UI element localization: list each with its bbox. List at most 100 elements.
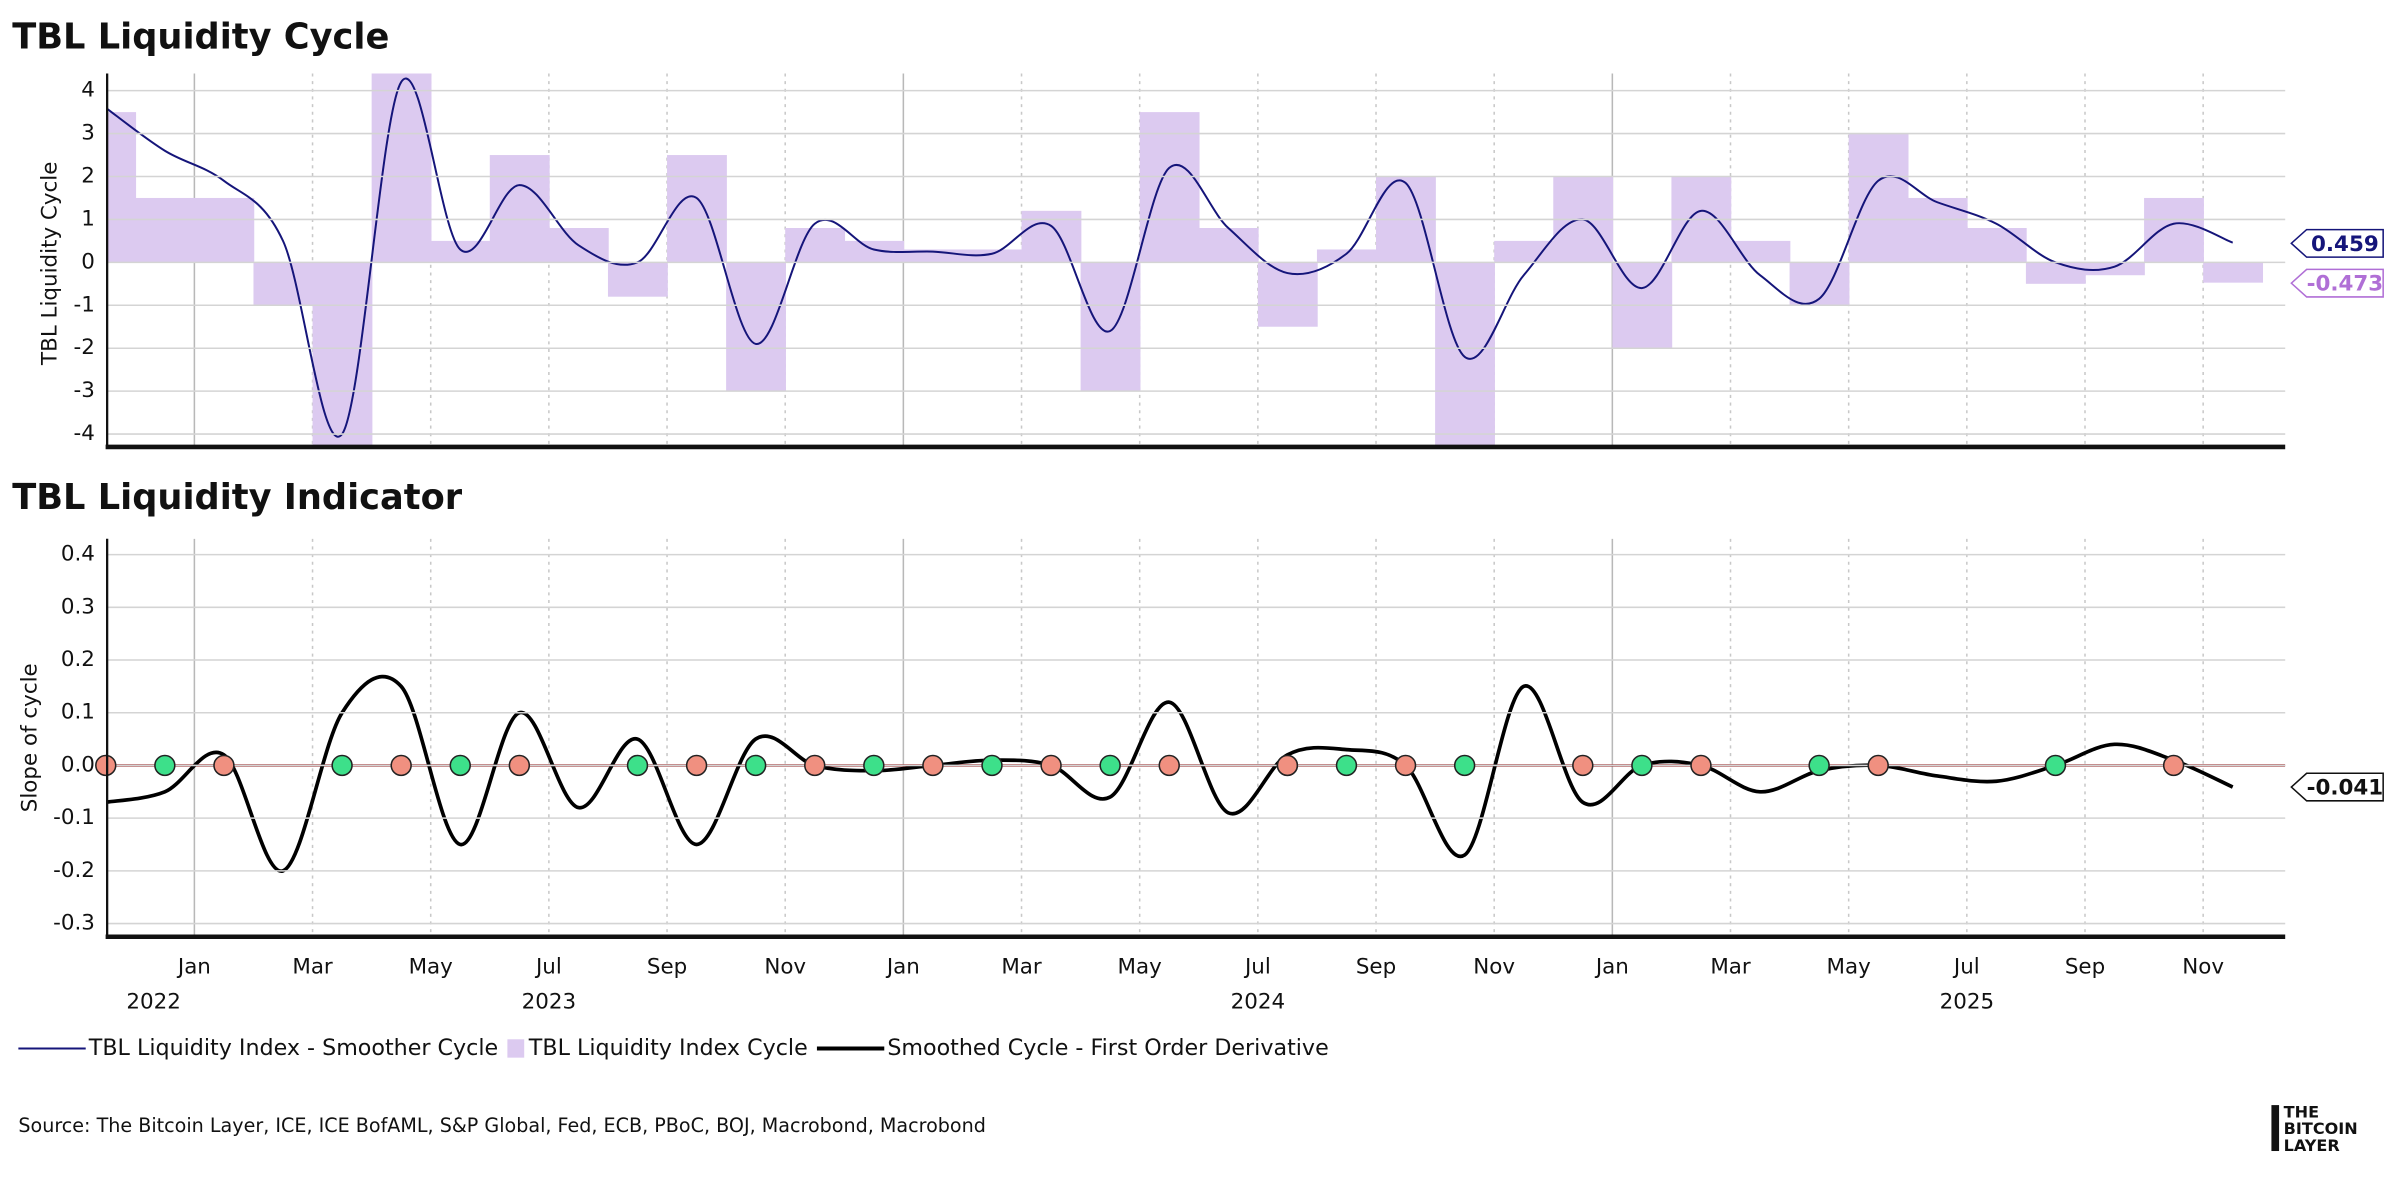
y-tick-label: -4	[74, 421, 95, 446]
chart-title: TBL Liquidity Cycle	[12, 16, 389, 57]
y-tick-label: -0.3	[53, 911, 95, 936]
y-tick-label: 0.4	[61, 542, 95, 567]
crossing-marker	[213, 754, 235, 777]
y-tick-label: 0.3	[61, 594, 95, 619]
x-tick-label: May	[1827, 954, 1872, 979]
crossing-marker	[1690, 754, 1712, 777]
area-bar	[1139, 112, 1200, 263]
crossing-marker	[95, 754, 117, 777]
area-bar	[135, 197, 196, 263]
area-bar	[1494, 240, 1555, 263]
area-bar	[312, 262, 373, 447]
crossing-marker	[2044, 754, 2067, 777]
crossing-marker	[508, 754, 531, 777]
crossing-marker	[1335, 754, 1358, 777]
area-bar	[1198, 228, 1259, 263]
last-value-label: 0.459	[2311, 232, 2379, 257]
x-tick-label: Jul	[1952, 954, 1980, 979]
area-bar	[371, 73, 432, 263]
x-tick-label: Mar	[1710, 954, 1751, 979]
y-axis-label: TBL Liquidity Cycle	[38, 162, 63, 366]
crossing-marker	[1394, 754, 1417, 777]
area-bar	[2085, 262, 2145, 276]
crossing-marker	[1453, 754, 1476, 777]
logo-text: BITCOIN	[2284, 1119, 2358, 1138]
crossing-marker	[1572, 754, 1594, 777]
y-tick-label: -2	[74, 335, 95, 360]
logo-text: THE	[2284, 1102, 2319, 1121]
x-tick-label: May	[1118, 954, 1163, 979]
source-note: Source: The Bitcoin Layer, ICE, ICE BofA…	[18, 1114, 986, 1137]
logo-text: LAYER	[2284, 1136, 2341, 1155]
crossing-marker	[154, 754, 176, 777]
area-bar	[844, 240, 905, 263]
last-value-tag	[2290, 268, 2384, 298]
y-axis-label: Slope of cycle	[18, 663, 43, 812]
x-tick-label: May	[409, 954, 454, 979]
area-bar	[253, 262, 314, 306]
crossing-marker	[2162, 754, 2185, 777]
area-bar	[1435, 262, 1495, 447]
x-tick-label: Sep	[647, 954, 687, 979]
x-year-label: 2023	[522, 990, 576, 1015]
area-bar	[607, 262, 668, 297]
area-bar	[1021, 210, 1082, 263]
crossing-marker	[390, 754, 412, 777]
x-tick-label: Jul	[534, 954, 562, 979]
y-tick-label: 4	[81, 78, 95, 103]
x-tick-label: Jan	[176, 954, 211, 979]
last-value-tag	[2290, 228, 2384, 258]
crossing-marker	[863, 754, 885, 777]
area-bar	[1848, 133, 1909, 263]
area-bar	[2025, 262, 2086, 284]
crossing-marker	[449, 754, 471, 777]
x-tick-label: Nov	[2182, 954, 2224, 979]
crossing-marker	[744, 754, 767, 777]
y-tick-label: 0	[81, 249, 95, 274]
y-tick-label: 0.1	[61, 700, 95, 725]
x-tick-label: Nov	[764, 954, 806, 979]
area-bar	[726, 262, 786, 392]
crossing-marker	[1040, 754, 1062, 777]
x-tick-label: Jul	[1243, 954, 1271, 979]
area-bar	[1966, 228, 2027, 263]
chart-title: TBL Liquidity Indicator	[12, 477, 463, 518]
crossing-marker	[685, 754, 708, 777]
crossing-marker	[1867, 754, 1889, 777]
legend-label: Smoothed Cycle - First Order Derivative	[887, 1035, 1328, 1061]
last-value-label: -0.473	[2307, 272, 2384, 297]
crossing-marker	[1631, 754, 1653, 777]
x-tick-label: Sep	[1356, 954, 1396, 979]
y-tick-label: 3	[81, 121, 95, 146]
legend-label: TBL Liquidity Index - Smoother Cycle	[88, 1035, 498, 1061]
x-tick-label: Jan	[1594, 954, 1629, 979]
area-bar	[430, 240, 491, 263]
crossing-marker	[626, 754, 649, 777]
x-year-label: 2022	[126, 990, 180, 1015]
crossing-marker	[922, 754, 944, 777]
legend-swatch	[507, 1039, 525, 1058]
x-tick-label: Mar	[1001, 954, 1042, 979]
series-line	[107, 77, 2234, 438]
crossing-marker	[1099, 754, 1121, 777]
logo-bar	[2271, 1105, 2280, 1152]
x-tick-label: Nov	[1473, 954, 1515, 979]
x-tick-label: Mar	[292, 954, 333, 979]
area-bar	[489, 155, 550, 263]
x-year-label: 2024	[1231, 990, 1285, 1015]
area-bar	[1730, 240, 1791, 263]
crossing-marker	[981, 754, 1003, 777]
y-tick-label: 1	[81, 206, 95, 231]
crossing-marker	[804, 754, 826, 777]
y-tick-label: -0.2	[53, 858, 95, 883]
legend-label: TBL Liquidity Index Cycle	[528, 1035, 808, 1061]
area-bar	[107, 112, 137, 263]
area-bar	[785, 228, 846, 263]
area-bar	[1907, 197, 1968, 263]
y-tick-label: -0.1	[53, 805, 95, 830]
last-value-label: -0.041	[2307, 776, 2384, 801]
area-bar	[2144, 197, 2204, 263]
x-year-label: 2025	[1940, 990, 1994, 1015]
